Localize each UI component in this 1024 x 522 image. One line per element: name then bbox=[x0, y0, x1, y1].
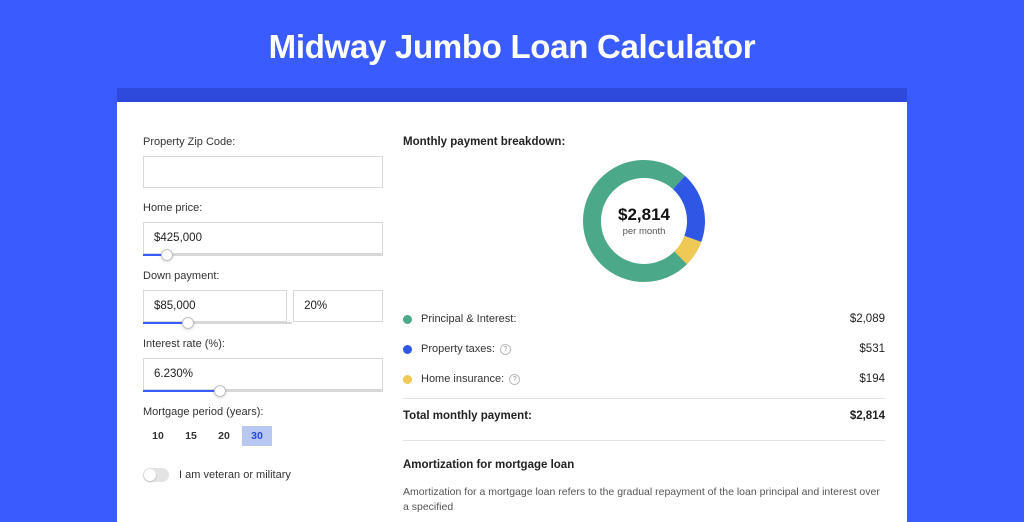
breakdown-item: Principal & Interest:$2,089 bbox=[403, 304, 885, 334]
calculator-card: Property Zip Code: Home price: Down paym… bbox=[117, 102, 907, 522]
legend-dot bbox=[403, 345, 412, 354]
form-panel: Property Zip Code: Home price: Down paym… bbox=[143, 136, 383, 522]
amortization-text: Amortization for a mortgage loan refers … bbox=[403, 485, 885, 515]
veteran-label: I am veteran or military bbox=[179, 469, 291, 481]
total-label: Total monthly payment: bbox=[403, 410, 850, 422]
breakdown-item-value: $194 bbox=[859, 373, 885, 385]
breakdown-items: Principal & Interest:$2,089Property taxe… bbox=[403, 304, 885, 394]
period-options: 10152030 bbox=[143, 426, 383, 446]
period-option-20[interactable]: 20 bbox=[209, 426, 239, 446]
donut-amount: $2,814 bbox=[618, 205, 670, 225]
legend-dot bbox=[403, 375, 412, 384]
period-option-15[interactable]: 15 bbox=[176, 426, 206, 446]
amortization-title: Amortization for mortgage loan bbox=[403, 459, 885, 471]
payment-donut-chart: $2,814 per month bbox=[583, 160, 705, 282]
interest-rate-input[interactable] bbox=[143, 358, 383, 390]
info-icon[interactable]: ? bbox=[509, 374, 520, 385]
zip-label: Property Zip Code: bbox=[143, 136, 383, 148]
period-option-30[interactable]: 30 bbox=[242, 426, 272, 446]
breakdown-item-label: Property taxes:? bbox=[421, 343, 859, 355]
breakdown-item: Property taxes:?$531 bbox=[403, 334, 885, 364]
breakdown-panel: Monthly payment breakdown: $2,814 per mo… bbox=[403, 136, 885, 522]
info-icon[interactable]: ? bbox=[500, 344, 511, 355]
breakdown-title: Monthly payment breakdown: bbox=[403, 136, 885, 148]
period-label: Mortgage period (years): bbox=[143, 406, 383, 418]
amortization-section: Amortization for mortgage loan Amortizat… bbox=[403, 440, 885, 515]
down-payment-label: Down payment: bbox=[143, 270, 383, 282]
interest-rate-label: Interest rate (%): bbox=[143, 338, 383, 350]
page-title: Midway Jumbo Loan Calculator bbox=[269, 28, 756, 66]
period-option-10[interactable]: 10 bbox=[143, 426, 173, 446]
down-payment-slider[interactable] bbox=[143, 322, 292, 324]
breakdown-item-label: Principal & Interest: bbox=[421, 313, 850, 325]
breakdown-item: Home insurance:?$194 bbox=[403, 364, 885, 394]
card-wrap: Property Zip Code: Home price: Down paym… bbox=[117, 88, 907, 522]
interest-rate-slider[interactable] bbox=[143, 390, 383, 392]
total-value: $2,814 bbox=[850, 410, 885, 422]
down-payment-amount-input[interactable] bbox=[143, 290, 287, 322]
toggle-knob bbox=[144, 469, 156, 481]
breakdown-item-label: Home insurance:? bbox=[421, 373, 859, 385]
donut-sub: per month bbox=[623, 226, 666, 237]
zip-input[interactable] bbox=[143, 156, 383, 188]
veteran-toggle[interactable] bbox=[143, 468, 169, 482]
down-payment-pct-input[interactable] bbox=[293, 290, 383, 322]
home-price-slider[interactable] bbox=[143, 254, 383, 256]
legend-dot bbox=[403, 315, 412, 324]
breakdown-item-value: $531 bbox=[859, 343, 885, 355]
home-price-label: Home price: bbox=[143, 202, 383, 214]
breakdown-item-value: $2,089 bbox=[850, 313, 885, 325]
home-price-input[interactable] bbox=[143, 222, 383, 254]
